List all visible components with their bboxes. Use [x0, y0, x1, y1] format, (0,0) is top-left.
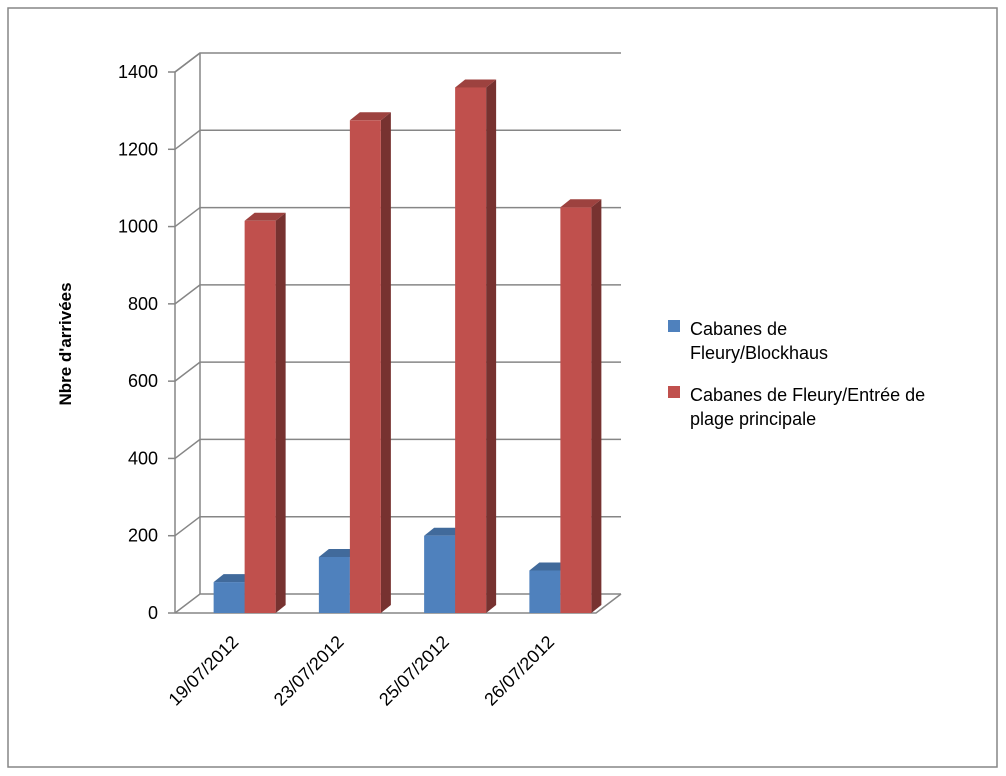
bar	[560, 199, 602, 613]
legend-swatch	[668, 320, 680, 332]
y-tick-label: 400	[128, 448, 158, 468]
bar-front	[455, 87, 487, 613]
bar-front	[244, 220, 276, 613]
y-tick-label: 600	[128, 371, 158, 391]
y-tick-label: 0	[148, 603, 158, 623]
legend-item: Cabanes de Fleury/Blockhaus	[668, 319, 828, 363]
bar-front	[318, 556, 350, 613]
y-tick-label: 800	[128, 294, 158, 314]
bar	[244, 212, 286, 613]
bar-side	[380, 112, 391, 613]
bar-top	[560, 199, 602, 208]
bars	[213, 79, 602, 613]
bar	[349, 112, 391, 613]
bar-front	[529, 570, 561, 613]
y-tick-label: 200	[128, 526, 158, 546]
bar-top	[213, 574, 255, 583]
legend-label: plage principale	[690, 409, 816, 429]
bar	[455, 79, 497, 613]
y-tick-label: 1200	[118, 139, 158, 159]
y-axis-title: Nbre d'arrivées	[56, 282, 75, 405]
legend-swatch	[668, 386, 680, 398]
y-tick-label: 1000	[118, 217, 158, 237]
bar-front	[560, 207, 592, 613]
legend-label: Fleury/Blockhaus	[690, 343, 828, 363]
legend-label: Cabanes de Fleury/Entrée de	[690, 385, 925, 405]
bar-top	[349, 112, 391, 121]
bar-top	[244, 212, 286, 221]
gridline	[174, 52, 621, 73]
bar-side	[591, 199, 602, 613]
bar-front	[213, 582, 245, 613]
bar-side	[275, 212, 286, 613]
bar-top	[424, 527, 466, 536]
y-axis-ticks: 0 200 400 600 800 1000 1200 1400	[118, 62, 175, 623]
bar-top	[455, 79, 497, 88]
legend-item: Cabanes de Fleury/Entrée de plage princip…	[668, 385, 925, 429]
bar-side	[486, 79, 497, 613]
bar-front	[349, 120, 381, 613]
chart-border	[7, 7, 998, 768]
bar-top	[318, 548, 360, 557]
floor-edge	[175, 593, 622, 614]
bar-top	[529, 562, 571, 571]
y-tick-label: 1400	[118, 62, 158, 82]
legend-label: Cabanes de	[690, 319, 787, 339]
bar-front	[424, 535, 456, 613]
